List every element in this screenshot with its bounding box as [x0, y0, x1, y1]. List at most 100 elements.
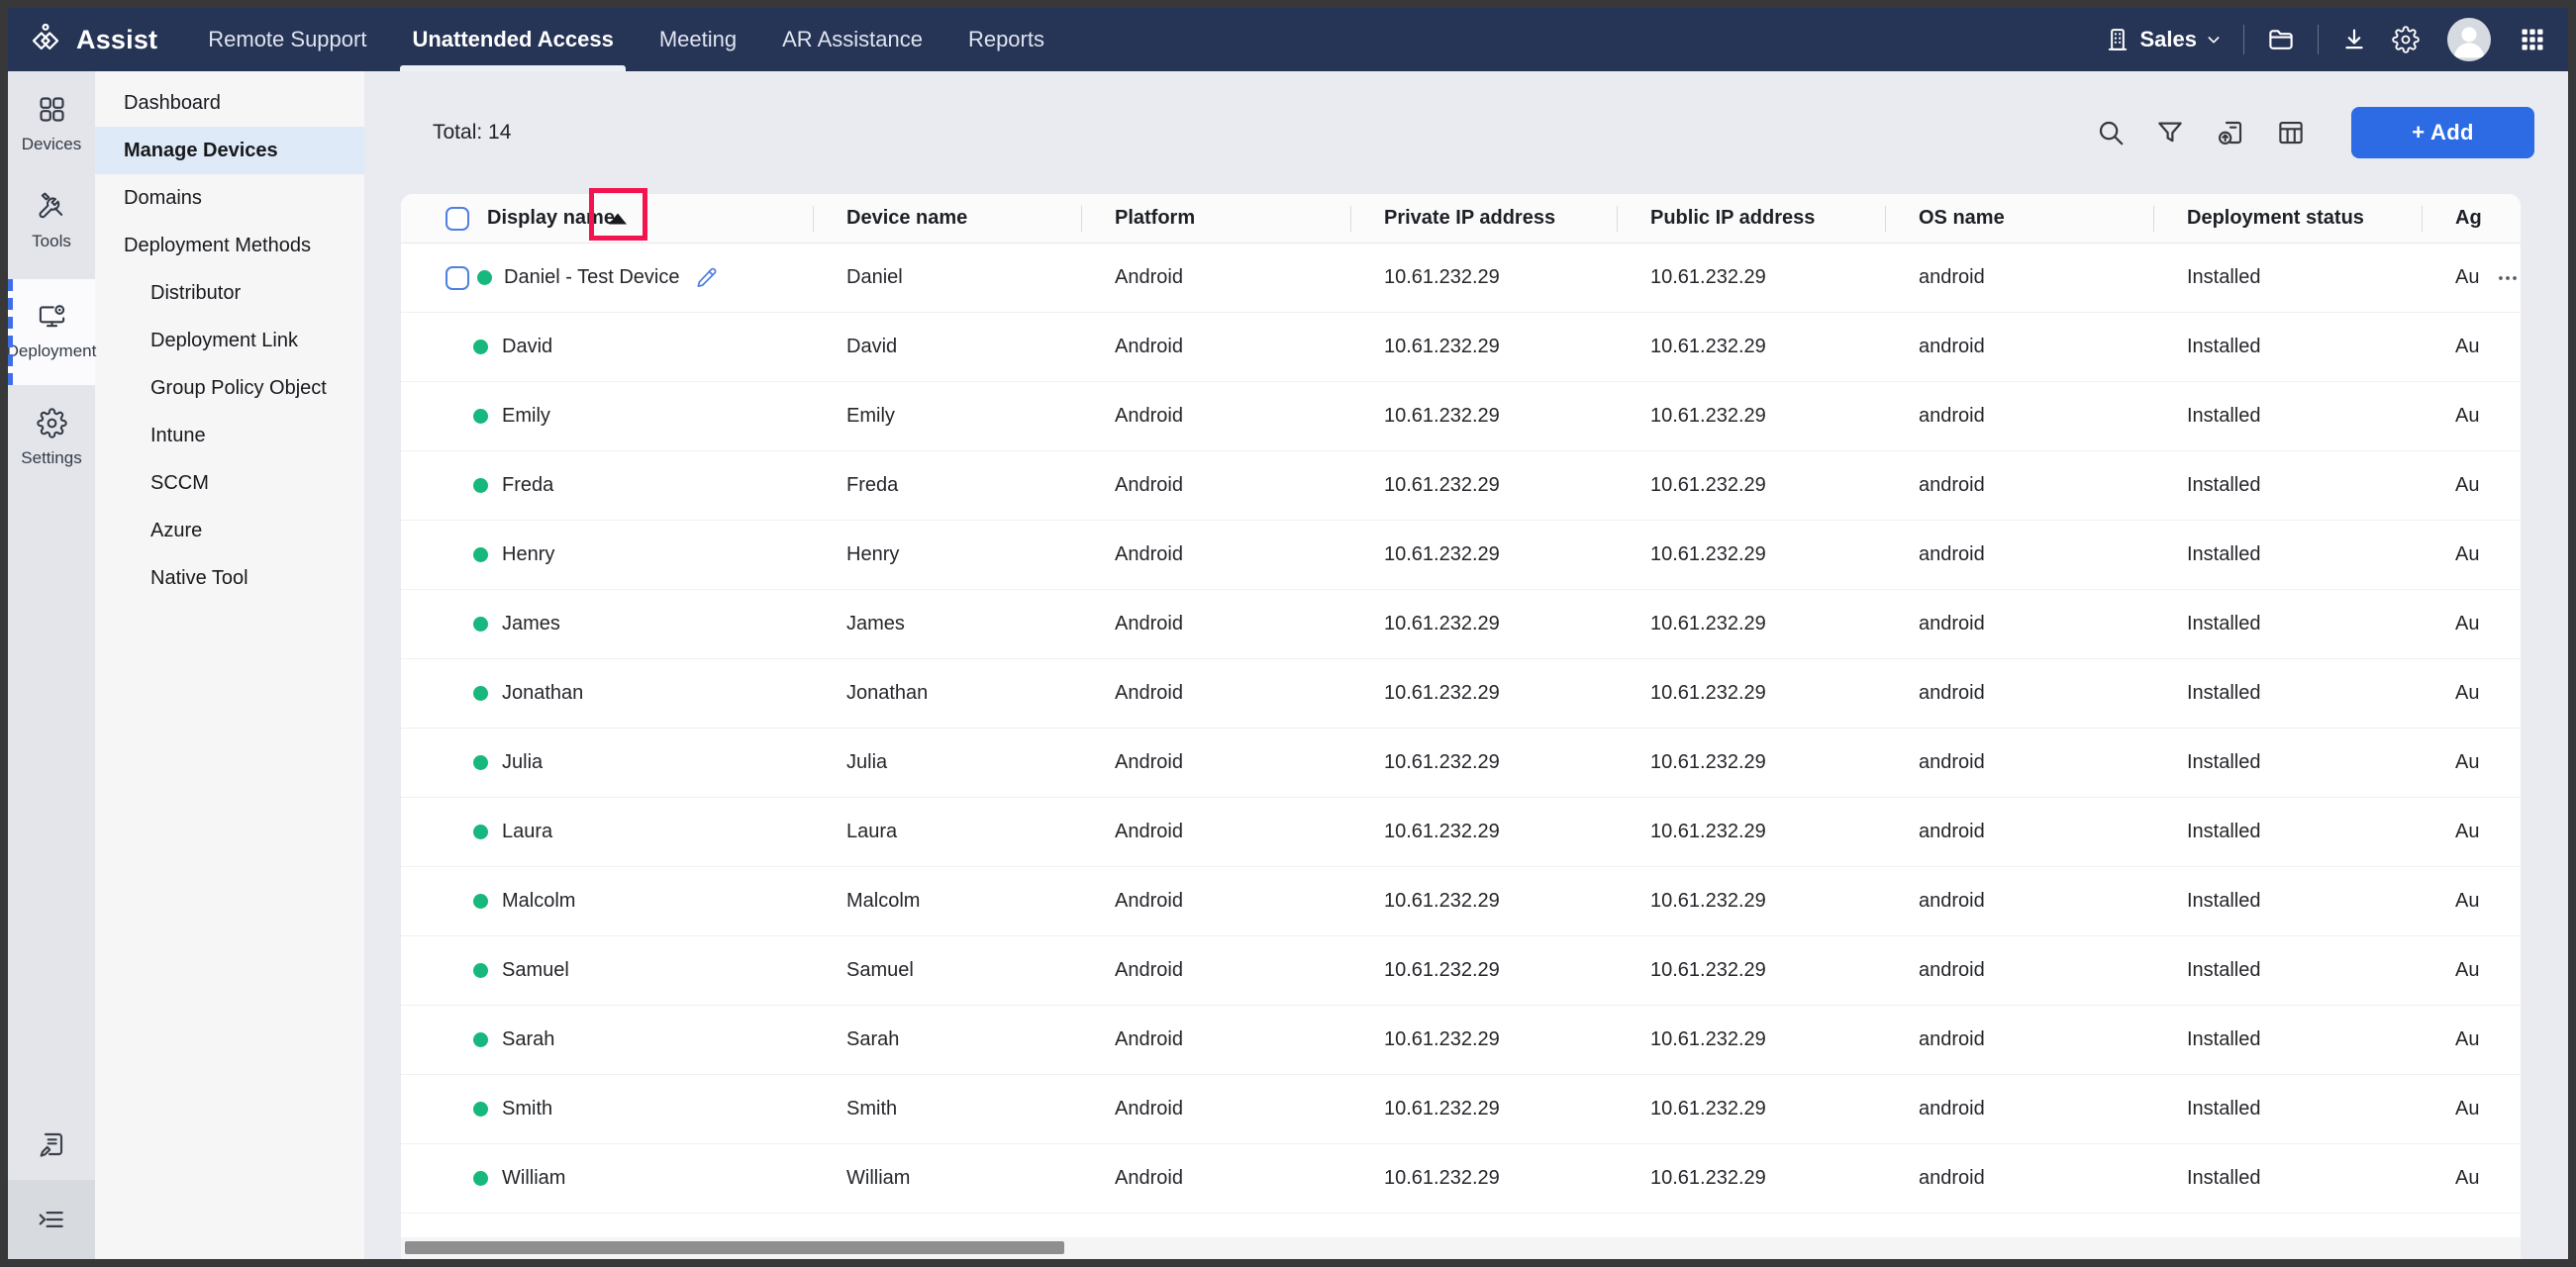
- cell-deployment-status-text: Installed: [2187, 682, 2261, 705]
- sidebar-item-deployment-link[interactable]: Deployment Link: [95, 317, 364, 364]
- column-header-private-ip-address[interactable]: Private IP address: [1350, 194, 1617, 243]
- table-row[interactable]: JamesJamesAndroid10.61.232.2910.61.232.2…: [401, 590, 2521, 659]
- table-row[interactable]: HenryHenryAndroid10.61.232.2910.61.232.2…: [401, 521, 2521, 590]
- sidebar-item-deployment-methods[interactable]: Deployment Methods: [95, 222, 364, 269]
- more-actions-icon[interactable]: [2495, 265, 2521, 291]
- table-row[interactable]: DavidDavidAndroid10.61.232.2910.61.232.2…: [401, 313, 2521, 382]
- column-header-platform[interactable]: Platform: [1081, 194, 1350, 243]
- rail-item-deployment[interactable]: Deployment: [8, 279, 95, 385]
- sidebar-item-domains[interactable]: Domains: [95, 174, 364, 222]
- table-header-row: Display nameDevice name Platform Private I…: [401, 194, 2521, 244]
- top-navbar: Assist Remote SupportUnattended AccessMe…: [8, 8, 2568, 71]
- nav-item-unattended-access[interactable]: Unattended Access: [389, 8, 636, 71]
- sidebar-item-distributor[interactable]: Distributor: [95, 269, 364, 317]
- cell-deployment-status: Installed: [2153, 405, 2422, 428]
- table-row[interactable]: MalcolmMalcolmAndroid10.61.232.2910.61.2…: [401, 867, 2521, 936]
- search-icon[interactable]: [2096, 118, 2126, 147]
- cell-private-ip: 10.61.232.29: [1350, 1167, 1617, 1190]
- column-header-public-ip-address[interactable]: Public IP address: [1617, 194, 1885, 243]
- table-row[interactable]: SamuelSamuelAndroid10.61.232.2910.61.232…: [401, 936, 2521, 1006]
- table-row[interactable]: JuliaJuliaAndroid10.61.232.2910.61.232.2…: [401, 729, 2521, 798]
- cell-public-ip-text: 10.61.232.29: [1650, 613, 1766, 635]
- cell-os-name: android: [1885, 1028, 2153, 1051]
- cell-device-name: Samuel: [813, 959, 1081, 982]
- table-columns-icon[interactable]: [2276, 118, 2306, 147]
- nav-item-ar-assistance[interactable]: AR Assistance: [759, 8, 945, 71]
- sidebar-item-azure[interactable]: Azure: [95, 507, 364, 554]
- workspace-selector[interactable]: Sales: [2092, 26, 2234, 53]
- avatar[interactable]: [2447, 18, 2491, 61]
- status-online-dot: [477, 270, 492, 285]
- download-button[interactable]: [2328, 26, 2380, 53]
- cell-public-ip-text: 10.61.232.29: [1650, 266, 1766, 289]
- table-row[interactable]: SmithSmithAndroid10.61.232.2910.61.232.2…: [401, 1075, 2521, 1144]
- sidebar-item-group-policy-object[interactable]: Group Policy Object: [95, 364, 364, 412]
- column-header-os-name[interactable]: OS name: [1885, 194, 2153, 243]
- table-row[interactable]: LauraLauraAndroid10.61.232.2910.61.232.2…: [401, 798, 2521, 867]
- rail-item-label: Settings: [21, 448, 81, 468]
- feedback-button[interactable]: [8, 1109, 95, 1180]
- rail-item-tools[interactable]: Tools: [8, 176, 95, 265]
- display-name-text: Julia: [502, 751, 543, 774]
- add-device-button[interactable]: + Add: [2351, 107, 2534, 158]
- row-checkbox[interactable]: [446, 266, 469, 290]
- folder-icon: [2266, 25, 2296, 54]
- apps-launcher-button[interactable]: [2507, 26, 2558, 53]
- sidebar-item-dashboard[interactable]: Dashboard: [95, 79, 364, 127]
- brand[interactable]: Assist: [8, 22, 185, 57]
- cell-platform-text: Android: [1115, 543, 1183, 566]
- cell-public-ip: 10.61.232.29: [1617, 1028, 1885, 1051]
- column-header-device-name[interactable]: Device name: [813, 194, 1081, 243]
- sidebar-item-manage-devices[interactable]: Manage Devices: [95, 127, 364, 174]
- rail-item-devices[interactable]: Devices: [8, 79, 95, 168]
- column-header-label: Platform: [1115, 207, 1195, 230]
- sidebar-item-sccm[interactable]: SCCM: [95, 459, 364, 507]
- sidebar-item-intune[interactable]: Intune: [95, 412, 364, 459]
- table-row[interactable]: EmilyEmilyAndroid10.61.232.2910.61.232.2…: [401, 382, 2521, 451]
- export-icon[interactable]: [2215, 117, 2246, 148]
- cell-private-ip-text: 10.61.232.29: [1384, 1028, 1500, 1051]
- nav-item-meeting[interactable]: Meeting: [637, 8, 759, 71]
- nav-item-remote-support[interactable]: Remote Support: [185, 8, 389, 71]
- table-row[interactable]: WilliamWilliamAndroid10.61.232.2910.61.2…: [401, 1144, 2521, 1214]
- status-online-dot: [473, 478, 488, 493]
- list-toolbar: Total: 14 + Add: [364, 71, 2568, 194]
- sidebar-item-native-tool[interactable]: Native Tool: [95, 554, 364, 602]
- cell-os-name: android: [1885, 336, 2153, 358]
- cell-private-ip: 10.61.232.29: [1350, 821, 1617, 843]
- cell-deployment-status-text: Installed: [2187, 821, 2261, 843]
- column-header-ag[interactable]: Ag: [2422, 194, 2521, 243]
- nav-item-reports[interactable]: Reports: [945, 8, 1067, 71]
- files-button[interactable]: [2254, 25, 2308, 54]
- column-header-label: Deployment status: [2187, 207, 2364, 230]
- cell-platform-text: Android: [1115, 336, 1183, 358]
- cell-os-name: android: [1885, 1167, 2153, 1190]
- collapse-sidebar-button[interactable]: [8, 1180, 95, 1259]
- column-header-deployment-status[interactable]: Deployment status: [2153, 194, 2422, 243]
- cell-os-name-text: android: [1919, 613, 1985, 635]
- edit-icon[interactable]: [695, 266, 718, 289]
- cell-agent: Au: [2422, 265, 2521, 291]
- cell-display-name: Emily: [401, 405, 813, 428]
- table-row[interactable]: SarahSarahAndroid10.61.232.2910.61.232.2…: [401, 1006, 2521, 1075]
- display-name-text: William: [502, 1167, 565, 1190]
- cell-public-ip-text: 10.61.232.29: [1650, 405, 1766, 428]
- rail-item-settings[interactable]: Settings: [8, 393, 95, 482]
- horizontal-scrollbar-thumb[interactable]: [405, 1241, 1064, 1254]
- agent-text: Au: [2455, 336, 2479, 358]
- column-header-display-name[interactable]: Display name: [401, 194, 813, 243]
- cell-agent: Au: [2422, 1098, 2521, 1121]
- cell-private-ip-text: 10.61.232.29: [1384, 1098, 1500, 1121]
- settings-button[interactable]: [2380, 26, 2431, 53]
- filter-icon[interactable]: [2155, 118, 2185, 147]
- cell-public-ip: 10.61.232.29: [1617, 890, 1885, 913]
- sort-ascending-icon[interactable]: [609, 213, 627, 224]
- deployment-monitor-icon: [37, 301, 67, 332]
- cell-public-ip-text: 10.61.232.29: [1650, 751, 1766, 774]
- table-row[interactable]: FredaFredaAndroid10.61.232.2910.61.232.2…: [401, 451, 2521, 521]
- table-row[interactable]: Daniel - Test DeviceDanielAndroid10.61.2…: [401, 244, 2521, 313]
- agent-text: Au: [2455, 405, 2479, 428]
- select-all-checkbox[interactable]: [446, 207, 469, 231]
- table-row[interactable]: JonathanJonathanAndroid10.61.232.2910.61…: [401, 659, 2521, 729]
- cell-private-ip-text: 10.61.232.29: [1384, 405, 1500, 428]
